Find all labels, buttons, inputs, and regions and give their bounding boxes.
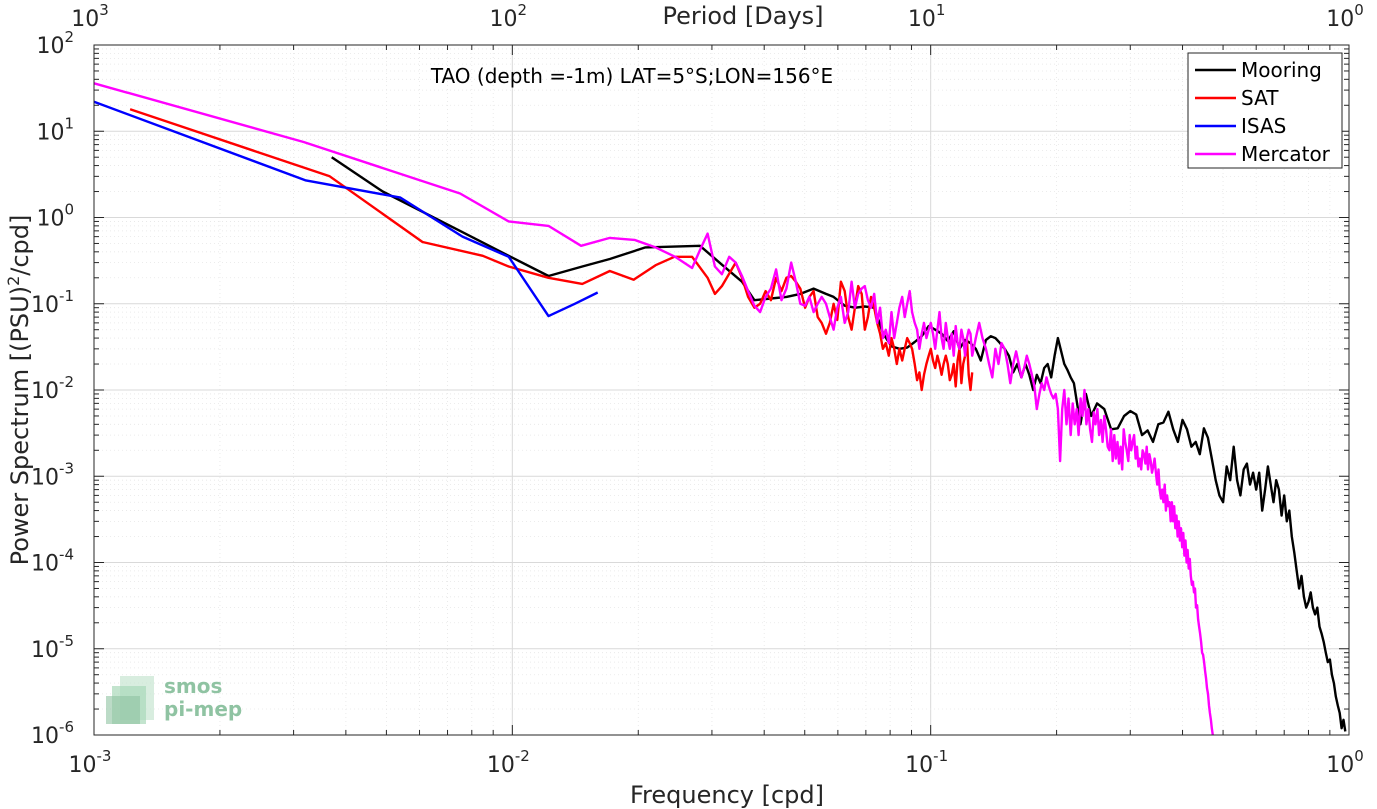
x2-tick-label-exponent: 0 [1354,1,1364,19]
y-tick-label-exponent: 2 [64,28,74,46]
y-tick-label: 10-5 [31,632,74,663]
x2-tick-label-base: 10 [1326,7,1354,32]
y-tick-label-exponent: -2 [59,373,74,391]
x-tick-label-base: 10 [487,753,515,778]
y-tick-label-exponent: -5 [59,632,74,650]
x-tick-label-exponent: -3 [97,747,112,765]
legend-box [1187,52,1343,169]
y-tick-label-exponent: 1 [64,114,74,132]
legend-label-isas: ISAS [1241,114,1286,138]
y-tick-label: 10-6 [31,718,74,749]
y-tick-label-base: 10 [31,724,59,749]
y-tick-label-base: 10 [36,120,64,145]
x2-tick-label-exponent: 2 [518,1,528,19]
logo-shape-front [106,696,140,724]
y-tick-label-base: 10 [31,379,59,404]
y-tick-label-exponent: -6 [59,718,74,736]
series-layer [93,82,1347,736]
x2-tick-label-base: 10 [71,7,99,32]
legend-label-mooring: Mooring [1241,58,1322,82]
smos-pi-mep-logo: smos pi-mep [106,674,242,724]
y-tick-label-base: 10 [31,293,59,318]
y-tick-label: 101 [36,114,74,145]
x2-tick-label: 100 [1326,1,1364,32]
x-axis-title: Frequency [cpd] [630,781,824,809]
x-tick-label-base: 10 [905,753,933,778]
x2-tick-label-base: 10 [908,7,936,32]
legend: Mooring SAT ISAS Mercator [1187,52,1343,169]
y-tick-label-base: 10 [31,638,59,663]
y-tick-label-base: 10 [36,34,64,59]
logo-text-smos: smos [164,674,222,698]
x-tick-label: 100 [1326,747,1364,778]
y-tick-label: 10-1 [31,287,74,318]
x-tick-label-exponent: -2 [515,747,530,765]
y-tick-label-exponent: -3 [59,459,74,477]
y-axis-title-base: Power Spectrum [(PSU) [6,286,34,565]
x2-tick-label-exponent: 3 [99,1,109,19]
chart-title: TAO (depth =-1m) LAT=5°S;LON=156°E [430,64,833,88]
x2-tick-label-base: 10 [490,7,518,32]
x-tick-label-base: 10 [69,753,97,778]
axis-ticks [93,45,1349,736]
x-tick-label-exponent: 0 [1354,747,1364,765]
x-tick-label: 10-2 [487,747,530,778]
x2-tick-label: 101 [908,1,946,32]
legend-label-mercator: Mercator [1241,142,1331,166]
y-axis-title-sup: 2 [4,276,23,286]
y-tick-label-base: 10 [31,465,59,490]
y-tick-label-base: 10 [36,207,64,232]
y-tick-label-base: 10 [31,552,59,577]
legend-items: Mooring SAT ISAS Mercator [1195,58,1331,166]
legend-label-sat: SAT [1241,86,1279,110]
series-line-mercator [93,82,1214,736]
y-tick-label: 102 [36,28,74,59]
y-axis-title: Power Spectrum [(PSU)2/cpd] [4,215,34,566]
x2-tick-label-exponent: 1 [936,1,946,19]
x2-tick-label: 102 [490,1,528,32]
series-line-isas [93,100,599,318]
x-tick-label-exponent: -1 [933,747,948,765]
x-tick-label: 10-1 [905,747,948,778]
y-tick-label: 10-2 [31,373,74,404]
y-tick-label: 100 [36,201,74,232]
y-tick-label-exponent: 0 [64,201,74,219]
y-tick-label-exponent: -1 [59,287,74,305]
y-axis-title-tail: /cpd] [6,215,34,276]
x2-tick-label: 103 [71,1,109,32]
x-tick-label: 10-3 [69,747,112,778]
y-tick-label: 10-3 [31,459,74,490]
x2-axis-title: Period [Days] [662,2,823,30]
x-tick-label-base: 10 [1326,753,1354,778]
logo-text-pi-mep: pi-mep [164,697,242,721]
y-tick-label-exponent: -4 [59,546,74,564]
y-tick-label: 10-4 [31,546,74,577]
